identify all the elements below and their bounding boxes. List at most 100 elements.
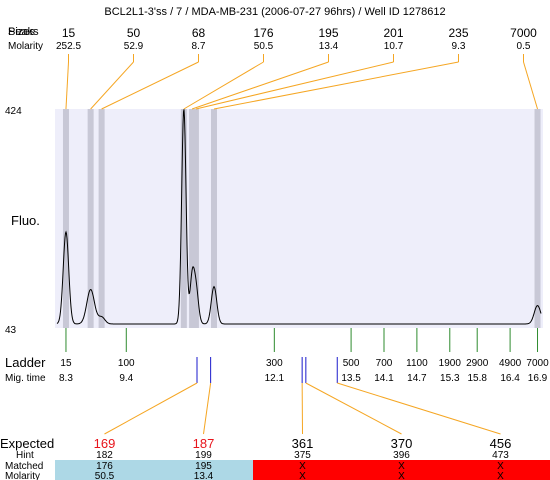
matched-value: 176	[96, 461, 113, 472]
ladder-mig-time-label: 12.1	[265, 373, 285, 384]
peak-molarity-label: 13.4	[319, 41, 339, 52]
hint-value: 182	[96, 450, 113, 461]
peak-leader-diagonal	[195, 61, 394, 110]
peak-size-label: 7000	[510, 26, 537, 40]
peak-size-label: 201	[383, 26, 403, 40]
expected-leader-line	[337, 382, 501, 435]
expected-leader-line	[305, 382, 402, 435]
peak-molarity-label: 8.7	[192, 41, 206, 52]
match-status-cell	[253, 460, 353, 480]
peak-band	[180, 109, 187, 328]
peak-molarity-label: 9.3	[452, 41, 466, 52]
peak-band	[98, 109, 105, 328]
sizes-row-label: Sizes	[8, 26, 35, 38]
plot-area	[55, 109, 543, 328]
match-status-cell	[154, 460, 254, 480]
match-status-cell	[352, 460, 452, 480]
matched-molarity-value: 50.5	[95, 471, 115, 480]
molarity-table-row-label: Molarity	[5, 471, 40, 480]
chart-title: BCL2L1-3'ss / 7 / MDA-MB-231 (2006-07-27…	[104, 6, 445, 18]
peaks-row-label: Peaks	[8, 26, 39, 38]
expected-table-columns: 16918217650.518719919513.4361375XX370396…	[94, 436, 512, 480]
ladder-size-label: 4900	[499, 358, 522, 369]
ladder-mig-time-label: 16.9	[528, 373, 548, 384]
peak-size-label: 68	[192, 26, 206, 40]
expected-leader-lines	[104, 382, 501, 435]
ladder-mig-time-label: 8.3	[59, 373, 73, 384]
peak-size-label: 176	[253, 26, 273, 40]
matched-value: X	[497, 461, 504, 472]
peak-band	[87, 109, 94, 328]
peak-leader-diagonal	[213, 61, 459, 110]
ladder-ticks	[65, 328, 539, 352]
peak-bands	[62, 109, 541, 328]
peak-leader-diagonal	[183, 61, 264, 110]
ladder-label: Ladder	[5, 355, 46, 370]
expected-leader-line	[203, 382, 212, 435]
ladder-mig-time-label: 13.5	[341, 373, 361, 384]
hint-value: 396	[393, 450, 410, 461]
y-axis-max-label: 424	[5, 106, 22, 117]
ladder-mig-time-label: 16.4	[500, 373, 520, 384]
ladder-mig-time-label: 9.4	[119, 373, 133, 384]
ladder-size-label: 7000	[526, 358, 549, 369]
expected-size-value: 370	[391, 436, 413, 451]
peak-band	[189, 109, 196, 328]
ladder-size-label: 1100	[406, 358, 428, 369]
hint-value: 375	[294, 450, 311, 461]
expected-ticks	[196, 357, 338, 383]
expected-size-value: 187	[193, 436, 215, 451]
peak-leader-diagonal	[523, 61, 538, 110]
peak-molarity-label: 0.5	[517, 41, 531, 52]
expected-size-value: 361	[292, 436, 314, 451]
peak-size-label: 15	[62, 26, 76, 40]
peak-leader-diagonal	[101, 61, 199, 110]
expected-size-value: 169	[94, 436, 116, 451]
peak-molarity-label: 252.5	[56, 41, 81, 52]
mig-time-label: Mig. time	[5, 373, 46, 384]
peak-molarity-label: 10.7	[384, 41, 404, 52]
peak-molarity-label: 50.5	[254, 41, 274, 52]
peak-size-label: 195	[318, 26, 338, 40]
match-status-cell	[451, 460, 550, 480]
hint-row-label: Hint	[16, 450, 34, 461]
ladder-size-label: 15	[60, 358, 72, 369]
ladder-size-label: 500	[343, 358, 360, 369]
ladder-mig-time-label: 14.7	[407, 373, 427, 384]
fluorescence-trace	[56, 109, 542, 325]
ladder-mig-time-label: 15.3	[440, 373, 460, 384]
match-status-cell	[55, 460, 155, 480]
matched-molarity-value: 13.4	[194, 471, 214, 480]
hint-value: 199	[195, 450, 212, 461]
ladder-size-label: 700	[376, 358, 393, 369]
ladder-labels: 15 8.3 100 9.4 300 12.1 500 13.5 700 14.1 1100 14.7…	[59, 358, 549, 384]
expected-row-label: Expected	[0, 436, 54, 451]
hint-value: 473	[492, 450, 509, 461]
peak-band	[534, 109, 541, 328]
molarity-row-label: Molarity	[8, 41, 43, 52]
expected-leader-line	[104, 382, 198, 435]
peak-band	[192, 109, 199, 328]
peak-band	[211, 109, 218, 328]
peak-leader-diagonal	[65, 61, 69, 110]
ladder-size-label: 300	[266, 358, 283, 369]
ladder-size-label: 2900	[466, 358, 489, 369]
matched-value: 195	[195, 461, 212, 472]
peak-leader-diagonal	[90, 61, 134, 110]
matched-value: X	[398, 461, 405, 472]
matched-molarity-value: X	[299, 471, 306, 480]
ladder-mig-time-label: 14.1	[374, 373, 394, 384]
y-axis-title: Fluo.	[11, 213, 40, 228]
expected-size-value: 456	[490, 436, 512, 451]
matched-molarity-value: X	[398, 471, 405, 480]
peak-band	[62, 109, 69, 328]
y-axis-min-label: 43	[5, 325, 17, 336]
ladder-size-label: 100	[118, 358, 135, 369]
matched-molarity-value: X	[497, 471, 504, 480]
peak-size-label: 235	[448, 26, 468, 40]
ladder-size-label: 1900	[439, 358, 462, 369]
matched-value: X	[299, 461, 306, 472]
peak-molarity-label: 52.9	[124, 41, 144, 52]
